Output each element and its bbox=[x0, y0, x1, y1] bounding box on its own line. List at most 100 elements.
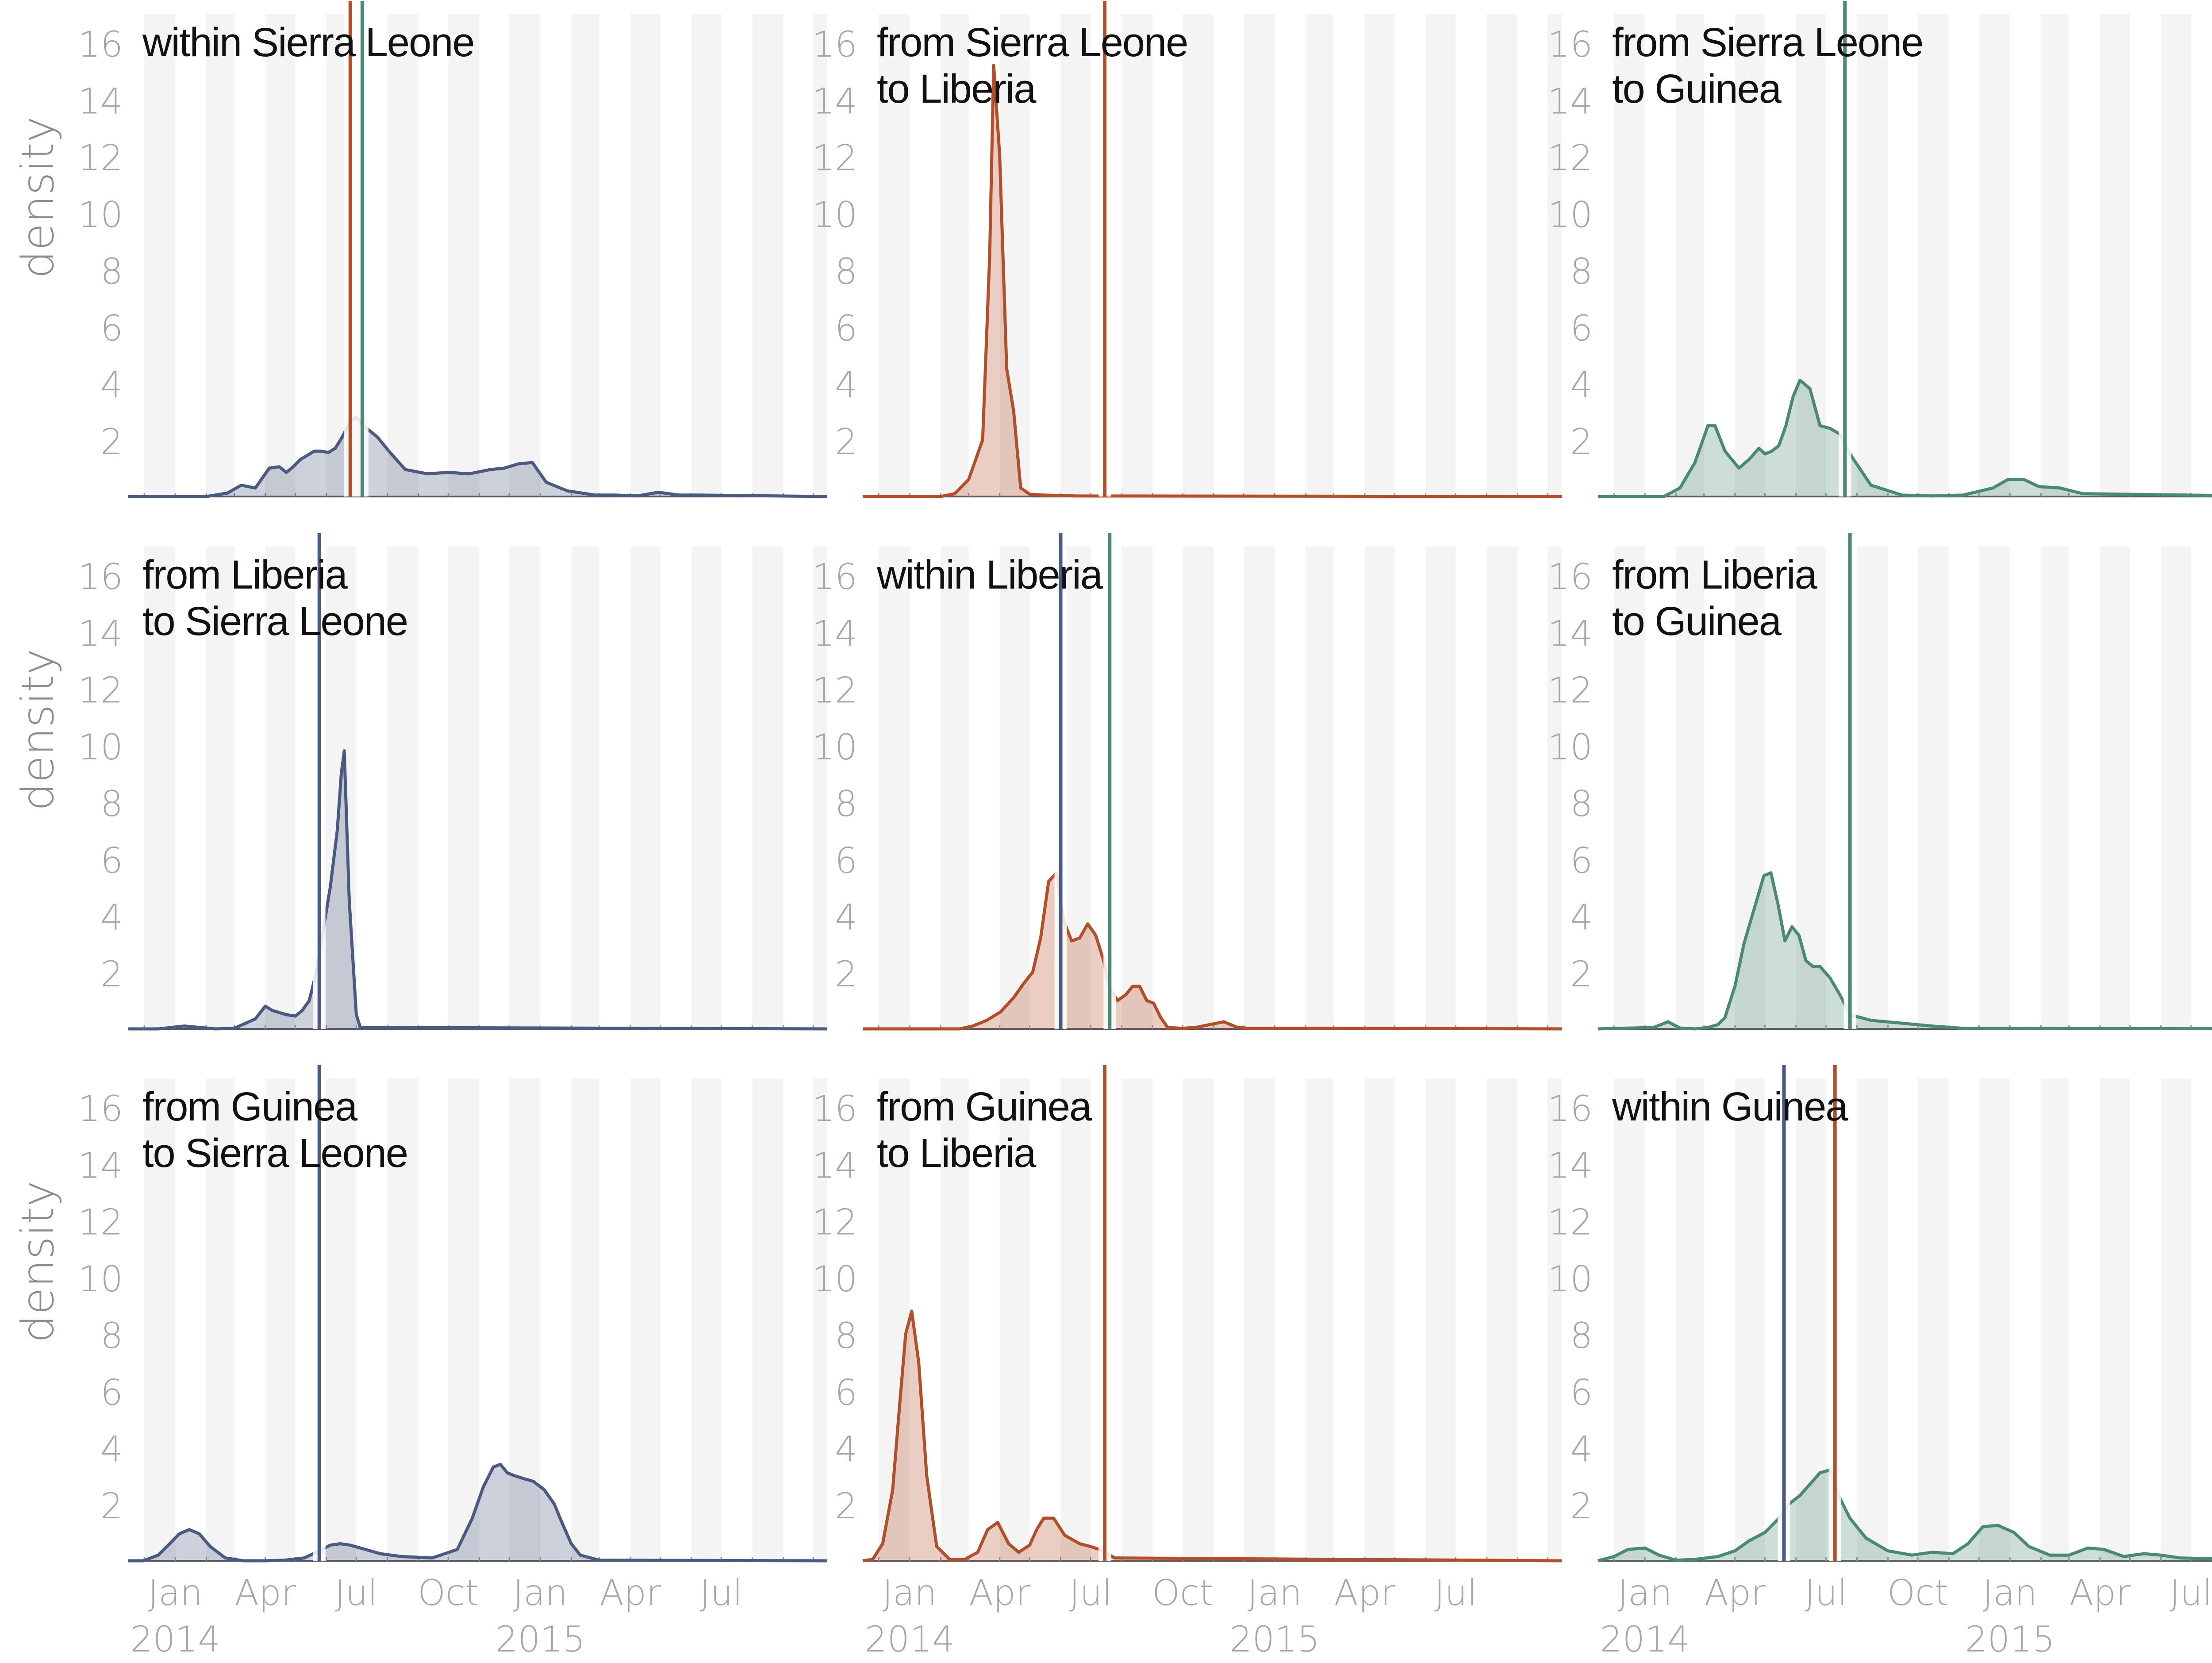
y-tick-label: 8 bbox=[1570, 783, 1593, 824]
y-axis-label: density bbox=[12, 1181, 64, 1343]
y-tick-label: 14 bbox=[78, 1145, 123, 1186]
month-band bbox=[1676, 14, 1704, 497]
density-area bbox=[1598, 380, 2212, 497]
y-tick-label: 8 bbox=[100, 1315, 123, 1356]
month-band bbox=[1486, 14, 1518, 497]
month-band bbox=[999, 1078, 1030, 1561]
panel-title-line: to Sierra Leone bbox=[142, 599, 407, 644]
month-band bbox=[1060, 1078, 1091, 1561]
month-band bbox=[1614, 547, 1645, 1029]
density-area bbox=[128, 1464, 827, 1561]
y-tick-label: 14 bbox=[812, 613, 857, 654]
y-tick-label: 6 bbox=[1570, 840, 1593, 881]
month-band bbox=[1918, 547, 1949, 1029]
y-tick-label: 12 bbox=[1548, 670, 1593, 711]
month-band bbox=[1183, 14, 1214, 497]
density-line bbox=[1598, 871, 2212, 1031]
panel: 2 4 6 8 10 12 14 16 density Jan 2014 Apr Jul Oct Jan 20… bbox=[12, 1065, 828, 1660]
month-band bbox=[691, 547, 722, 1029]
density-line bbox=[1598, 378, 2212, 498]
x-tick-label: Oct bbox=[1152, 1572, 1213, 1613]
month-band bbox=[813, 14, 827, 497]
month-band bbox=[1548, 14, 1562, 497]
month-band bbox=[265, 1078, 296, 1561]
month-band bbox=[1676, 547, 1704, 1029]
x-tick-label: Jul bbox=[2170, 1572, 2212, 1613]
month-band bbox=[1614, 14, 1645, 497]
month-band bbox=[1857, 14, 1888, 497]
y-tick-label: 4 bbox=[835, 365, 857, 406]
y-tick-label: 10 bbox=[812, 1259, 857, 1300]
month-band bbox=[2041, 1078, 2069, 1561]
x-tick-label: Jul bbox=[1434, 1572, 1477, 1613]
x-tick-label: Apr bbox=[2070, 1572, 2131, 1613]
x-year-label: 2015 bbox=[495, 1619, 585, 1660]
x-tick-label: Apr bbox=[969, 1572, 1030, 1613]
y-tick-label: 4 bbox=[1570, 897, 1593, 938]
x-tick-label: Apr bbox=[600, 1572, 661, 1613]
month-band bbox=[1060, 14, 1091, 497]
y-tick-label: 6 bbox=[1570, 1372, 1593, 1413]
x-tick-label: Oct bbox=[418, 1572, 479, 1613]
y-tick-label: 2 bbox=[100, 954, 123, 995]
y-tick-label: 10 bbox=[1548, 727, 1593, 768]
y-tick-label: 16 bbox=[1548, 24, 1593, 65]
y-tick-label: 16 bbox=[78, 24, 123, 65]
y-tick-label: 12 bbox=[1548, 1202, 1593, 1243]
month-band bbox=[1425, 14, 1456, 497]
y-tick-label: 16 bbox=[78, 1088, 123, 1129]
month-band bbox=[1121, 547, 1153, 1029]
month-band bbox=[1364, 547, 1395, 1029]
month-band bbox=[448, 547, 480, 1029]
month-band bbox=[879, 547, 910, 1029]
y-tick-label: 16 bbox=[812, 556, 857, 597]
month-band bbox=[509, 547, 541, 1029]
month-band bbox=[1735, 14, 1765, 497]
y-tick-label: 4 bbox=[1570, 365, 1593, 406]
y-tick-label: 16 bbox=[78, 556, 123, 597]
y-tick-label: 12 bbox=[1548, 138, 1593, 179]
y-axis-label: density bbox=[12, 116, 64, 279]
y-tick-label: 12 bbox=[812, 1202, 857, 1243]
panel: 2 4 6 8 10 12 14 16 Jan 2014 Apr Jul Oct Jan 2015 Apr Ju… bbox=[812, 1065, 1562, 1660]
panel-title-line: within Liberia bbox=[876, 552, 1103, 597]
y-tick-label: 2 bbox=[835, 954, 857, 995]
y-tick-label: 6 bbox=[100, 840, 123, 881]
density-line bbox=[128, 1463, 828, 1563]
panel: 2 4 6 8 10 12 14 16 within Liberia bbox=[812, 533, 1562, 1031]
y-tick-label: 6 bbox=[100, 308, 123, 349]
y-tick-label: 16 bbox=[812, 24, 857, 65]
month-band bbox=[206, 547, 234, 1029]
y-tick-label: 14 bbox=[1548, 613, 1593, 654]
y-tick-label: 6 bbox=[100, 1372, 123, 1413]
month-band bbox=[2161, 1078, 2191, 1561]
y-tick-label: 14 bbox=[78, 613, 123, 654]
month-band bbox=[1244, 1078, 1275, 1561]
x-tick-label: Jan bbox=[883, 1572, 937, 1613]
panel-title-line: from Guinea bbox=[142, 1084, 358, 1129]
y-tick-label: 10 bbox=[1548, 194, 1593, 235]
month-band bbox=[1548, 547, 1562, 1029]
y-tick-label: 16 bbox=[812, 1088, 857, 1129]
x-year-label: 2014 bbox=[864, 1619, 955, 1660]
month-band bbox=[1735, 547, 1765, 1029]
panel-title-line: within Guinea bbox=[1612, 1084, 1848, 1129]
y-tick-label: 2 bbox=[1570, 421, 1593, 462]
month-band bbox=[144, 547, 176, 1029]
y-tick-label: 2 bbox=[1570, 1486, 1593, 1527]
month-band bbox=[2161, 547, 2191, 1029]
month-band bbox=[571, 14, 599, 497]
month-band bbox=[387, 547, 419, 1029]
panel: 2 4 6 8 10 12 14 16 density within Sierra Leone bbox=[12, 1, 828, 498]
y-tick-label: 4 bbox=[1570, 1429, 1593, 1470]
month-band bbox=[448, 1078, 480, 1561]
x-tick-label: Jul bbox=[335, 1572, 378, 1613]
month-band bbox=[1979, 1078, 2010, 1561]
month-band bbox=[1918, 14, 1949, 497]
x-tick-label: Apr bbox=[1704, 1572, 1766, 1613]
panel-title-line: from Liberia bbox=[1612, 552, 1818, 597]
y-tick-label: 10 bbox=[812, 194, 857, 235]
